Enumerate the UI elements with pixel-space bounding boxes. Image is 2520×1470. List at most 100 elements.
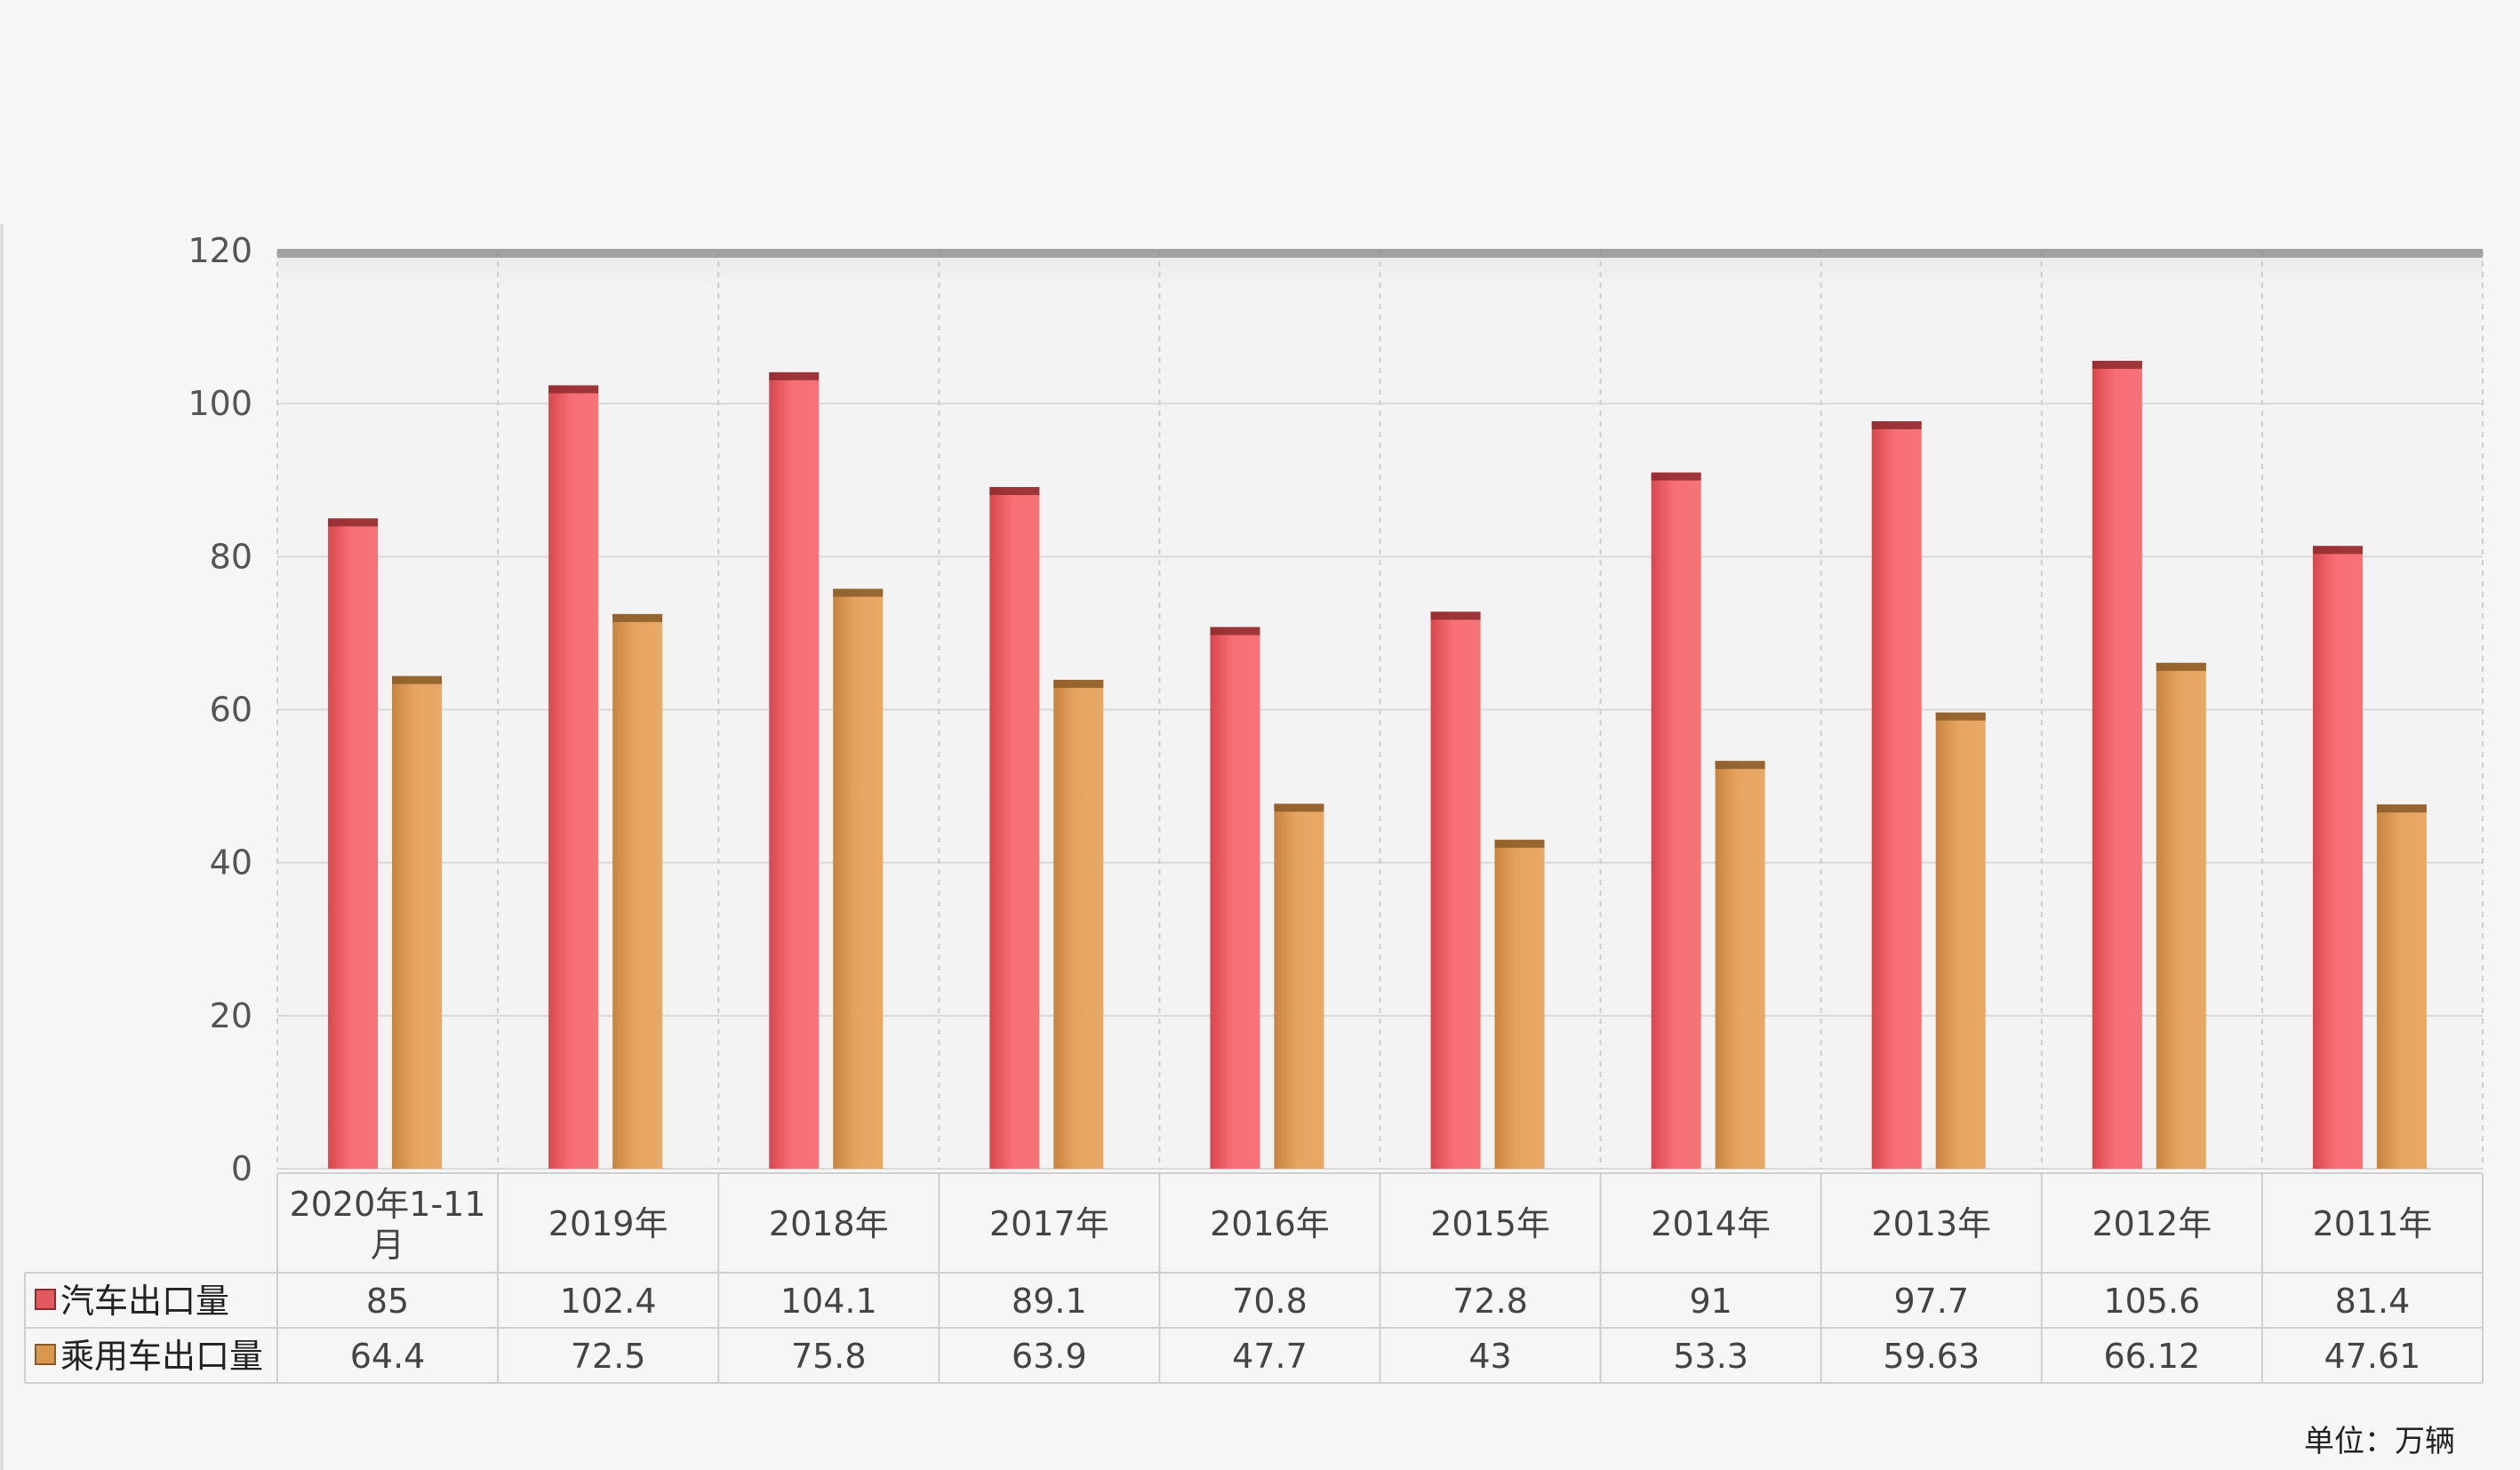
cell-value-s1-9: 47.61 <box>2324 1337 2421 1376</box>
cell-value-s0-2: 104.1 <box>780 1282 877 1321</box>
cell-value-s1-7: 59.63 <box>1883 1337 1980 1376</box>
bar-top-edge <box>548 385 599 394</box>
cell-value-s1-3: 63.9 <box>1012 1337 1087 1376</box>
bar-s1-4 <box>1274 803 1324 1169</box>
bar-s0-8 <box>2092 360 2142 1170</box>
bar-body <box>2312 546 2363 1169</box>
y-tick-label-5: 100 <box>188 384 252 423</box>
cell-value-s0-9: 81.4 <box>2335 1282 2411 1321</box>
bar-top-edge <box>612 613 663 622</box>
cell-value-s1-4: 47.7 <box>1232 1337 1308 1376</box>
cell-value-s1-2: 75.8 <box>791 1337 867 1376</box>
data-table: 2020年1-11 月 2019年 2018年 2017年 2016年 2015年 2014年… <box>24 1172 2484 1384</box>
bar-body <box>989 486 1040 1169</box>
bar-top-edge <box>833 588 884 597</box>
category-label-1: 2019年 <box>548 1204 668 1243</box>
bar-s1-0 <box>392 675 443 1169</box>
category-label-0: 2020年1-11 月 <box>290 1185 486 1265</box>
y-tick-label-1: 20 <box>210 996 252 1035</box>
cell-value-s0-4: 70.8 <box>1232 1282 1308 1321</box>
bar-body <box>1430 611 1481 1169</box>
bar-body <box>1494 839 1545 1169</box>
bar-s1-5 <box>1494 839 1545 1169</box>
series-label-0: 汽车出口量 <box>60 1282 229 1321</box>
bar-top-edge <box>2092 360 2142 369</box>
bar-s0-9 <box>2312 546 2363 1169</box>
bar-top-edge <box>1871 420 1922 429</box>
bar-body <box>1935 712 1986 1169</box>
bar-s1-3 <box>1053 679 1104 1169</box>
bar-body <box>769 371 820 1169</box>
bar-top-edge <box>1430 611 1481 620</box>
category-label-3: 2017年 <box>989 1204 1109 1243</box>
category-label-2: 2018年 <box>769 1204 889 1243</box>
bar-s1-1 <box>612 613 663 1169</box>
bar-top-edge <box>328 518 379 527</box>
bar-top-edge <box>2312 546 2363 555</box>
cell-value-s0-7: 97.7 <box>1893 1282 1969 1321</box>
category-label-6: 2014年 <box>1651 1204 1771 1243</box>
plot-top-shadow <box>277 249 2483 258</box>
bar-s1-9 <box>2376 804 2427 1169</box>
category-label-9: 2011年 <box>2313 1204 2433 1243</box>
cell-value-s0-0: 85 <box>366 1282 409 1321</box>
bar-s0-4 <box>1210 627 1260 1169</box>
bar-s0-3 <box>989 486 1040 1169</box>
cell-value-s0-6: 91 <box>1689 1282 1732 1321</box>
bar-s0-1 <box>548 385 599 1169</box>
bar-body <box>1053 679 1104 1169</box>
bar-top-edge <box>1651 472 1701 481</box>
bar-s0-0 <box>328 518 379 1169</box>
bar-body <box>1210 627 1260 1169</box>
bar-s0-7 <box>1871 420 1922 1169</box>
bar-body <box>1871 420 1922 1169</box>
unit-note: 单位：万辆 <box>2304 1424 2455 1459</box>
bar-s1-7 <box>1935 712 1986 1169</box>
bar-body <box>1651 472 1701 1169</box>
category-label-5: 2015年 <box>1430 1204 1550 1243</box>
bar-top-edge <box>989 486 1040 495</box>
y-tick-label-2: 40 <box>210 843 252 883</box>
bars <box>328 360 2427 1170</box>
series-label-1: 乘用车出口量 <box>60 1337 263 1376</box>
bar-top-edge <box>1210 627 1260 635</box>
bar-s0-6 <box>1651 472 1701 1169</box>
cell-value-s1-1: 72.5 <box>571 1337 646 1376</box>
bar-body <box>2376 804 2427 1169</box>
bar-top-edge <box>1274 803 1324 812</box>
bar-s1-6 <box>1715 761 1765 1169</box>
bar-body <box>328 518 379 1169</box>
legend-swatch-0 <box>35 1289 56 1310</box>
bar-s0-2 <box>769 371 820 1169</box>
bar-body <box>1274 803 1324 1169</box>
bar-top-edge <box>1715 761 1765 770</box>
bar-top-edge <box>2376 804 2427 813</box>
cell-value-s1-5: 43 <box>1468 1337 1511 1376</box>
bar-s1-2 <box>833 588 884 1169</box>
cell-value-s1-0: 64.4 <box>350 1337 426 1376</box>
y-axis: 0 20 40 60 80 100 120 <box>188 231 252 1188</box>
y-tick-label-6: 120 <box>188 231 252 270</box>
category-label-7: 2013年 <box>1871 1204 1991 1243</box>
bar-s0-5 <box>1430 611 1481 1169</box>
bar-body <box>833 588 884 1169</box>
bar-body <box>612 613 663 1169</box>
bar-top-edge <box>1935 712 1986 721</box>
bar-top-edge <box>392 675 443 684</box>
cell-value-s0-8: 105.6 <box>2103 1282 2200 1321</box>
cell-value-s0-5: 72.8 <box>1452 1282 1528 1321</box>
bar-body <box>2092 360 2142 1170</box>
cell-value-s0-3: 89.1 <box>1012 1282 1087 1321</box>
cell-value-s1-6: 53.3 <box>1673 1337 1748 1376</box>
bar-body <box>392 675 443 1169</box>
cell-value-s0-1: 102.4 <box>560 1282 657 1321</box>
bar-body <box>1715 761 1765 1169</box>
bar-body <box>548 385 599 1169</box>
bar-s1-8 <box>2156 662 2206 1169</box>
y-tick-label-0: 0 <box>231 1149 252 1188</box>
y-tick-label-3: 60 <box>210 691 252 730</box>
y-tick-label-4: 80 <box>210 537 252 576</box>
category-label-4: 2016年 <box>1210 1204 1330 1243</box>
cell-value-s1-8: 66.12 <box>2103 1337 2200 1376</box>
